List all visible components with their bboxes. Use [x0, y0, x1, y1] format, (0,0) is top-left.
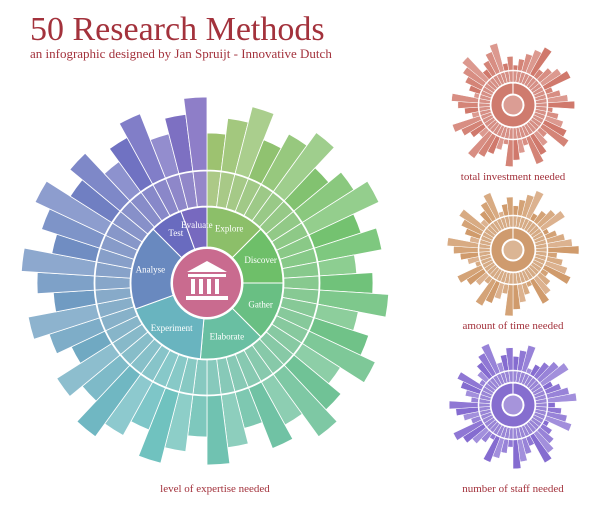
wheels: Explore Discover Gather Elaborate Experiment… [20, 42, 580, 470]
side-cell [508, 70, 514, 83]
subtitle: an infographic designed by Jan Spruijt -… [30, 46, 332, 61]
ring-bar [183, 96, 208, 172]
side-bar [547, 402, 556, 408]
phase-label: Elaborate [210, 332, 244, 342]
side-ring [490, 82, 536, 128]
side-ring [490, 227, 536, 273]
phase-segment [180, 206, 208, 250]
main-caption: level of expertise needed [160, 483, 270, 495]
phase-label: Explore [215, 223, 244, 233]
title: 50 Research Methods [30, 11, 325, 48]
side-caption: number of staff needed [462, 483, 564, 495]
side-bar [506, 196, 514, 216]
side-center [502, 94, 524, 116]
side-ring [490, 382, 536, 428]
phase-label: Evaluate [181, 220, 212, 230]
center-icon [173, 249, 241, 317]
phase-label: Discover [244, 255, 277, 265]
side-caption: total investment needed [461, 171, 566, 183]
phase-label: Test [168, 228, 183, 238]
phase-label: Analyse [136, 265, 166, 275]
side-cell [508, 215, 514, 228]
phase-label: Experiment [151, 323, 193, 333]
side-bar [506, 56, 514, 71]
side-cell [508, 370, 514, 383]
side-caption: amount of time needed [462, 320, 564, 332]
phase-label: Gather [248, 299, 273, 309]
side-bar [505, 347, 514, 371]
side-center [502, 394, 524, 416]
ring-cell [192, 170, 208, 208]
side-center [502, 239, 524, 261]
